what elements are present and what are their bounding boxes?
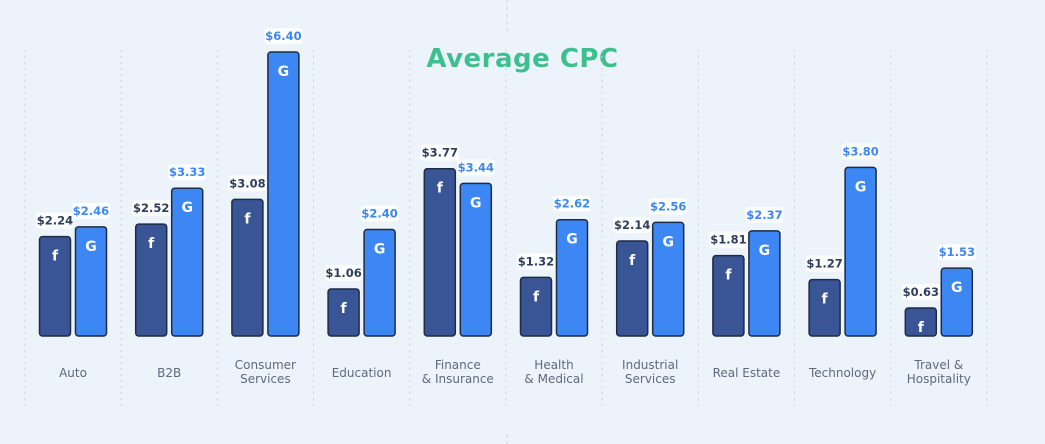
value-label-bg [709,231,748,248]
value-label-bg [324,264,363,281]
category-label: Hospitality [907,372,971,386]
value-label: $3.33 [169,165,205,179]
facebook-icon: f [822,292,829,308]
facebook-icon: f [918,320,925,336]
value-label-bg [36,212,74,229]
value-label-bg [745,206,784,223]
google-icon: G [181,200,193,216]
facebook-icon: f [341,301,348,317]
category-label: Industrial [622,358,678,372]
value-label: $2.62 [554,197,590,211]
value-label-bg [937,244,976,261]
facebook-icon: f [437,181,444,197]
value-label-bg [132,200,171,217]
value-label: $3.08 [229,176,265,190]
category-label: & Medical [524,372,583,386]
google-bar [170,187,204,337]
value-label-bg [805,255,844,272]
facebook-bar [519,276,553,337]
value-label: $1.81 [710,233,746,247]
chart-title: Average CPC [426,44,619,74]
google-bar [74,226,108,337]
google-bar [844,166,877,337]
category-label: Education [332,366,392,380]
value-label-bg [264,28,303,44]
google-icon: G [470,195,482,211]
category-label: Services [240,372,291,386]
facebook-icon: f [52,249,59,265]
category-label: Consumer [235,358,296,372]
value-label-bg [901,284,940,301]
google-icon: G [759,243,771,259]
facebook-bar [808,278,841,337]
value-label: $6.40 [265,29,301,43]
google-bar [555,218,589,337]
value-label: $3.80 [842,144,878,158]
facebook-bar [327,288,360,337]
google-bar [459,182,493,337]
facebook-bar [904,307,938,337]
facebook-icon: f [629,253,636,269]
value-label-bg [553,195,591,212]
value-label: $1.53 [939,245,975,259]
facebook-bar [134,223,168,337]
facebook-bar [38,235,72,337]
facebook-bar [423,167,457,337]
google-bar [940,267,974,337]
category-label: B2B [157,366,181,380]
facebook-bar [231,198,264,337]
value-label: $1.06 [325,266,361,280]
facebook-bar [712,254,745,337]
facebook-icon: f [725,268,732,284]
value-label-bg [841,143,880,160]
value-label: $0.63 [903,285,939,299]
category-label: Finance [435,358,481,372]
value-label: $2.24 [37,214,73,228]
value-label-bg [228,175,267,192]
value-label-bg [72,202,110,219]
category-label: Real Estate [713,366,781,380]
value-label: $2.52 [133,201,169,215]
category-label: Travel & [913,358,963,372]
value-label-bg [420,144,459,161]
value-label: $3.77 [422,146,458,160]
value-label: $1.27 [806,257,842,271]
value-label: $2.14 [614,218,650,232]
value-label: $2.56 [650,199,686,213]
value-label-bg [649,198,688,215]
google-bar [363,228,396,337]
category-label: Auto [59,366,87,380]
category-label: Health [534,358,573,372]
facebook-icon: f [148,236,155,252]
google-icon: G [278,64,290,80]
google-bar [651,221,685,337]
value-label-bg [613,217,652,234]
google-icon: G [85,239,97,255]
value-label: $2.40 [361,207,397,221]
value-label: $2.46 [73,204,109,218]
value-label-bg [168,164,207,181]
category-label: & Insurance [422,372,494,386]
google-icon: G [374,242,386,258]
facebook-icon: f [244,211,251,227]
value-label: $3.44 [458,160,494,174]
facebook-bar [615,240,649,337]
google-bar [748,230,781,337]
google-icon: G [951,280,963,296]
category-label: Technology [808,366,876,380]
value-label-bg [360,205,399,222]
value-label-bg [517,253,555,270]
google-icon: G [855,179,867,195]
google-icon: G [566,232,578,248]
value-label: $2.37 [746,208,782,222]
facebook-icon: f [533,289,540,305]
google-bar [267,51,300,337]
value-label: $1.32 [518,254,554,268]
value-label-bg [456,159,495,176]
category-label: Services [625,372,676,386]
google-icon: G [662,234,674,250]
